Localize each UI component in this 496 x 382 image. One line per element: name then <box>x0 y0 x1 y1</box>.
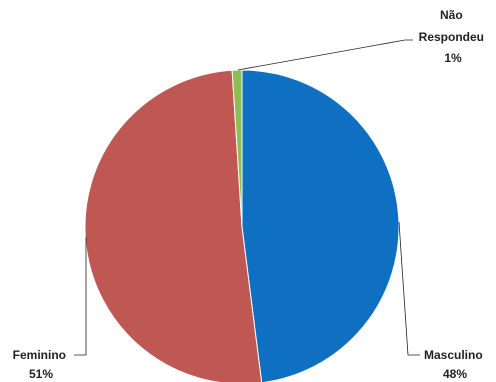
label-feminino: Feminino 51% <box>13 348 70 381</box>
label-nao-respondeu-percent: 1% <box>444 51 462 65</box>
label-nao-respondeu: Não Respondeu 1% <box>419 8 488 65</box>
label-feminino-percent: 51% <box>29 367 53 381</box>
label-masculino-name: Masculino <box>424 348 483 362</box>
leader-line-feminino <box>74 237 87 356</box>
pie-slices <box>84 69 400 382</box>
label-feminino-name: Feminino <box>13 348 66 362</box>
leader-line-nao-respondeu <box>237 39 413 71</box>
label-masculino-percent: 48% <box>443 367 467 381</box>
leader-line-masculino <box>398 221 420 356</box>
data-labels: Não Respondeu 1% Masculino 48% Feminino … <box>13 8 488 381</box>
label-nao-respondeu-name-line2: Respondeu <box>419 30 484 44</box>
leader-lines <box>74 39 420 356</box>
label-masculino: Masculino 48% <box>424 348 486 381</box>
pie-slice-masculino <box>241 69 400 382</box>
label-nao-respondeu-name-line1: Não <box>440 8 463 22</box>
pie-slice-n-o-respondeu <box>231 69 243 228</box>
